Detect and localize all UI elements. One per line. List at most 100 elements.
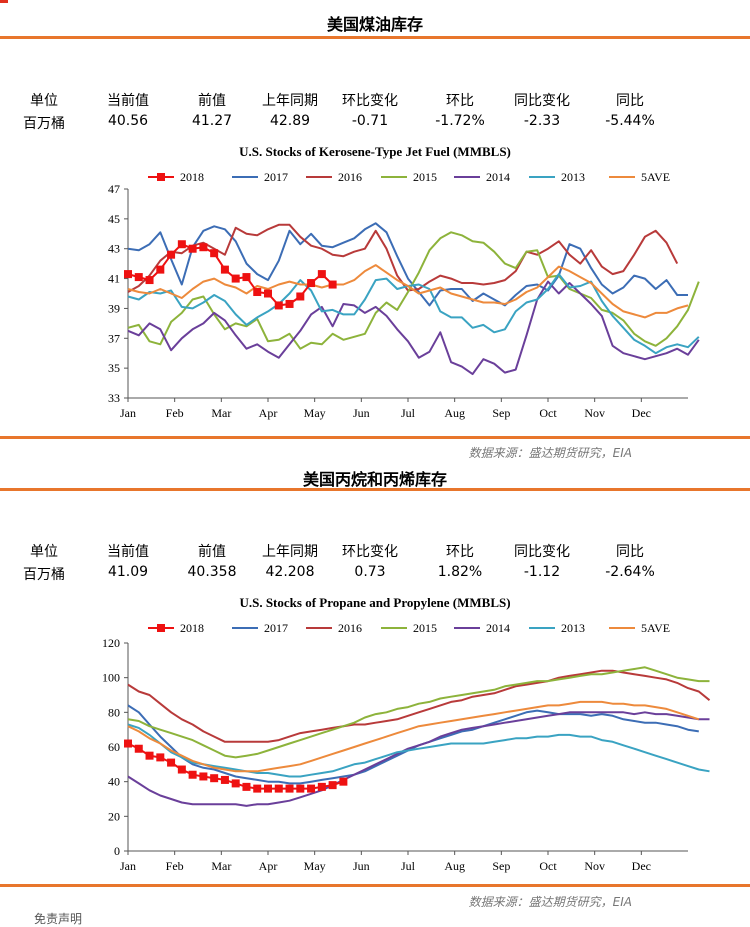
y-tick-label: 120 <box>102 636 120 650</box>
section-rule <box>0 36 750 39</box>
data-point-2018 <box>231 779 240 788</box>
x-tick-label: May <box>304 406 326 420</box>
y-tick-label: 0 <box>114 844 120 858</box>
y-tick-label: 20 <box>108 809 120 823</box>
stat-value: -5.44% <box>605 113 655 129</box>
data-point-2018 <box>210 774 219 783</box>
data-point-2018 <box>134 273 143 282</box>
x-tick-label: May <box>304 859 326 873</box>
stat-value: 40.56 <box>107 113 149 129</box>
data-point-2018 <box>264 784 272 793</box>
data-point-2018 <box>156 265 165 274</box>
y-tick-label: 39 <box>108 301 120 315</box>
stat-value: 1.82% <box>437 564 483 580</box>
data-point-2018 <box>167 758 176 767</box>
stat-value: -1.72% <box>435 113 485 129</box>
y-tick-label: 100 <box>102 671 120 685</box>
x-tick-label: Jul <box>401 859 416 873</box>
data-point-2018 <box>188 244 197 253</box>
data-point-2018 <box>177 240 186 249</box>
y-tick-label: 80 <box>108 705 120 719</box>
series-line-5AVE <box>127 264 689 319</box>
legend-label: 2018 <box>180 170 204 184</box>
legend-marker <box>157 624 165 632</box>
x-tick-label: Aug <box>444 406 465 420</box>
data-point-2018 <box>317 782 326 791</box>
data-point-2018 <box>296 784 305 793</box>
x-tick-label: Jan <box>120 406 136 420</box>
stat-header: 上年同期 <box>262 544 318 560</box>
x-tick-label: Nov <box>584 859 605 873</box>
section-rule <box>0 436 750 439</box>
legend-label: 2017 <box>264 621 288 635</box>
section-rule <box>0 884 750 887</box>
data-point-2018 <box>124 270 132 279</box>
legend-label: 2016 <box>338 170 362 184</box>
data-point-2018 <box>145 751 154 760</box>
legend-label: 2018 <box>180 621 204 635</box>
x-tick-label: Jan <box>120 859 136 873</box>
data-point-2018 <box>253 784 262 793</box>
x-tick-label: Dec <box>632 406 651 420</box>
x-tick-label: Feb <box>166 406 184 420</box>
x-tick-label: Sep <box>492 859 510 873</box>
stat-value: 42.89 <box>269 113 311 129</box>
data-point-2018 <box>177 765 186 774</box>
stat-value: 41.27 <box>191 113 233 129</box>
x-tick-label: Mar <box>211 859 231 873</box>
corner-mark <box>0 0 8 3</box>
data-point-2018 <box>231 274 240 283</box>
section-title-propane: 美国丙烷和丙烯库存 <box>302 470 447 489</box>
y-tick-label: 37 <box>108 331 120 345</box>
x-tick-label: Sep <box>492 406 510 420</box>
legend-label: 2015 <box>413 170 437 184</box>
legend-label: 2014 <box>486 621 510 635</box>
data-point-2018 <box>199 772 208 781</box>
stat-value: -2.33 <box>523 113 561 129</box>
stat-value: -2.64% <box>605 564 655 580</box>
stat-header: 前值 <box>198 544 226 560</box>
legend-label: 2015 <box>413 621 437 635</box>
kerosene-chart: U.S. Stocks of Kerosene-Type Jet Fuel (M… <box>108 144 700 420</box>
stat-header: 环比变化 <box>342 93 398 109</box>
stat-value: -1.12 <box>523 564 561 580</box>
legend-label: 5AVE <box>641 170 670 184</box>
y-tick-label: 41 <box>108 272 120 286</box>
x-tick-label: Apr <box>259 859 278 873</box>
data-point-2018 <box>210 249 219 258</box>
x-tick-label: Oct <box>539 859 557 873</box>
stat-value: -0.71 <box>351 113 389 129</box>
stat-header: 单位 <box>30 93 58 109</box>
source-note: 数据来源：盛达期货研究，EIA <box>468 446 632 460</box>
stat-header: 同比变化 <box>514 544 570 560</box>
data-point-2018 <box>274 784 283 793</box>
y-tick-label: 47 <box>108 182 120 196</box>
stat-header: 环比 <box>446 544 474 560</box>
legend-label: 5AVE <box>641 621 670 635</box>
series-line-2013 <box>127 273 700 355</box>
data-point-2018 <box>285 784 294 793</box>
data-point-2018 <box>242 273 251 282</box>
data-point-2018 <box>156 753 165 762</box>
y-tick-label: 40 <box>108 775 120 789</box>
data-point-2018 <box>264 289 272 298</box>
data-point-2018 <box>167 250 176 259</box>
legend-marker <box>157 173 165 181</box>
stat-value: 41.09 <box>107 564 149 580</box>
data-point-2018 <box>296 292 305 301</box>
x-tick-label: Jun <box>353 859 370 873</box>
series-line-5AVE <box>127 700 700 773</box>
data-point-2018 <box>328 280 337 289</box>
stat-header: 环比 <box>446 93 474 109</box>
x-tick-label: Aug <box>444 859 465 873</box>
data-point-2018 <box>145 276 154 285</box>
propane-chart: U.S. Stocks of Propane and Propylene (MM… <box>102 595 711 873</box>
stat-header: 当前值 <box>107 93 149 109</box>
chart-title: U.S. Stocks of Propane and Propylene (MM… <box>239 595 510 610</box>
source-note: 数据来源：盛达期货研究，EIA <box>468 895 632 909</box>
series-line-2013 <box>127 723 710 778</box>
data-point-2018 <box>134 744 143 753</box>
data-point-2018 <box>307 784 316 793</box>
series-line-2017 <box>127 222 688 307</box>
series-line-2014 <box>127 280 700 376</box>
